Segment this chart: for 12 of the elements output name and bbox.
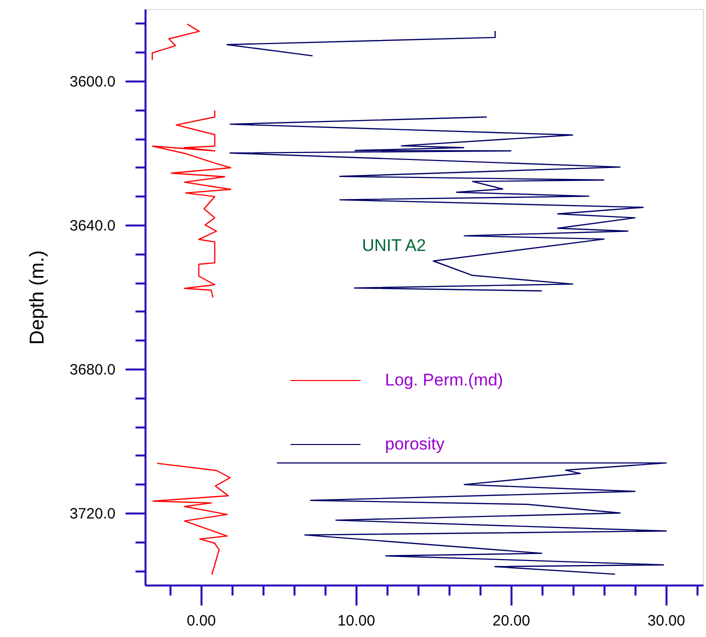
- y-tick-label: 3680.0: [70, 362, 116, 378]
- legend-label: Log. Perm.(md): [385, 370, 504, 390]
- x-tick-label: 30.00: [648, 612, 686, 630]
- y-tick-label: 3600.0: [70, 74, 116, 90]
- annotation: UNIT A2: [362, 236, 426, 255]
- y-tick-label: 3640.0: [70, 218, 116, 234]
- legend-label: porosity: [385, 434, 446, 454]
- y-axis-title: Depth (m.): [26, 250, 49, 345]
- x-tick-label: 20.00: [492, 612, 530, 630]
- y-tick-label: 3720.0: [70, 506, 116, 522]
- x-tick-label: 0.00: [186, 612, 216, 630]
- x-tick-label: 10.00: [338, 612, 376, 630]
